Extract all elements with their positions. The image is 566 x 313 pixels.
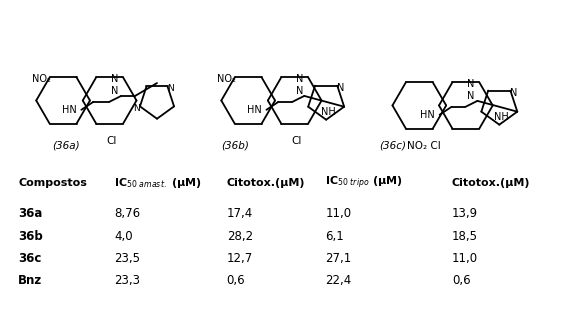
Text: N: N bbox=[296, 74, 303, 84]
Text: N: N bbox=[134, 104, 140, 113]
Text: N: N bbox=[337, 83, 344, 93]
Text: N: N bbox=[467, 90, 474, 100]
Text: 11,0: 11,0 bbox=[452, 252, 478, 265]
Text: Citotox.(μM): Citotox.(μM) bbox=[226, 178, 305, 188]
Text: IC$_{50\ tripo}$ (μM): IC$_{50\ tripo}$ (μM) bbox=[325, 175, 403, 191]
Text: N: N bbox=[167, 84, 174, 93]
Text: HN: HN bbox=[62, 105, 76, 115]
Text: N: N bbox=[111, 85, 118, 95]
Text: N: N bbox=[510, 88, 517, 98]
Text: NO₂: NO₂ bbox=[217, 74, 235, 84]
Text: 8,76: 8,76 bbox=[114, 208, 140, 220]
Text: (36c): (36c) bbox=[379, 141, 406, 151]
Text: 23,5: 23,5 bbox=[114, 252, 140, 265]
Text: N: N bbox=[296, 85, 303, 95]
Text: 0,6: 0,6 bbox=[226, 275, 245, 287]
Text: HN: HN bbox=[420, 110, 435, 120]
Text: 28,2: 28,2 bbox=[226, 230, 253, 243]
Text: 18,5: 18,5 bbox=[452, 230, 478, 243]
Text: 36a: 36a bbox=[18, 208, 42, 220]
Text: Citotox.(μM): Citotox.(μM) bbox=[452, 178, 530, 188]
Text: HN: HN bbox=[247, 105, 261, 115]
Text: 23,3: 23,3 bbox=[114, 275, 140, 287]
Text: NO₂ Cl: NO₂ Cl bbox=[408, 141, 441, 151]
Text: Cl: Cl bbox=[106, 136, 117, 146]
Text: 4,0: 4,0 bbox=[114, 230, 132, 243]
Text: NH: NH bbox=[494, 112, 509, 122]
Text: NH: NH bbox=[321, 107, 336, 117]
Text: 12,7: 12,7 bbox=[226, 252, 253, 265]
Text: Bnz: Bnz bbox=[18, 275, 42, 287]
Text: Compostos: Compostos bbox=[18, 178, 87, 188]
Text: 11,0: 11,0 bbox=[325, 208, 351, 220]
Text: 17,4: 17,4 bbox=[226, 208, 253, 220]
Text: N: N bbox=[467, 79, 474, 89]
Text: 13,9: 13,9 bbox=[452, 208, 478, 220]
Text: 36b: 36b bbox=[18, 230, 43, 243]
Text: (36a): (36a) bbox=[52, 141, 80, 151]
Text: N: N bbox=[111, 74, 118, 84]
Text: 6,1: 6,1 bbox=[325, 230, 344, 243]
Text: 0,6: 0,6 bbox=[452, 275, 470, 287]
Text: 36c: 36c bbox=[18, 252, 42, 265]
Text: 22,4: 22,4 bbox=[325, 275, 351, 287]
Text: NO₂: NO₂ bbox=[32, 74, 50, 84]
Text: Cl: Cl bbox=[291, 136, 302, 146]
Text: (36b): (36b) bbox=[221, 141, 249, 151]
Text: 27,1: 27,1 bbox=[325, 252, 351, 265]
Text: IC$_{50\ amast.}$ (μM): IC$_{50\ amast.}$ (μM) bbox=[114, 176, 201, 190]
